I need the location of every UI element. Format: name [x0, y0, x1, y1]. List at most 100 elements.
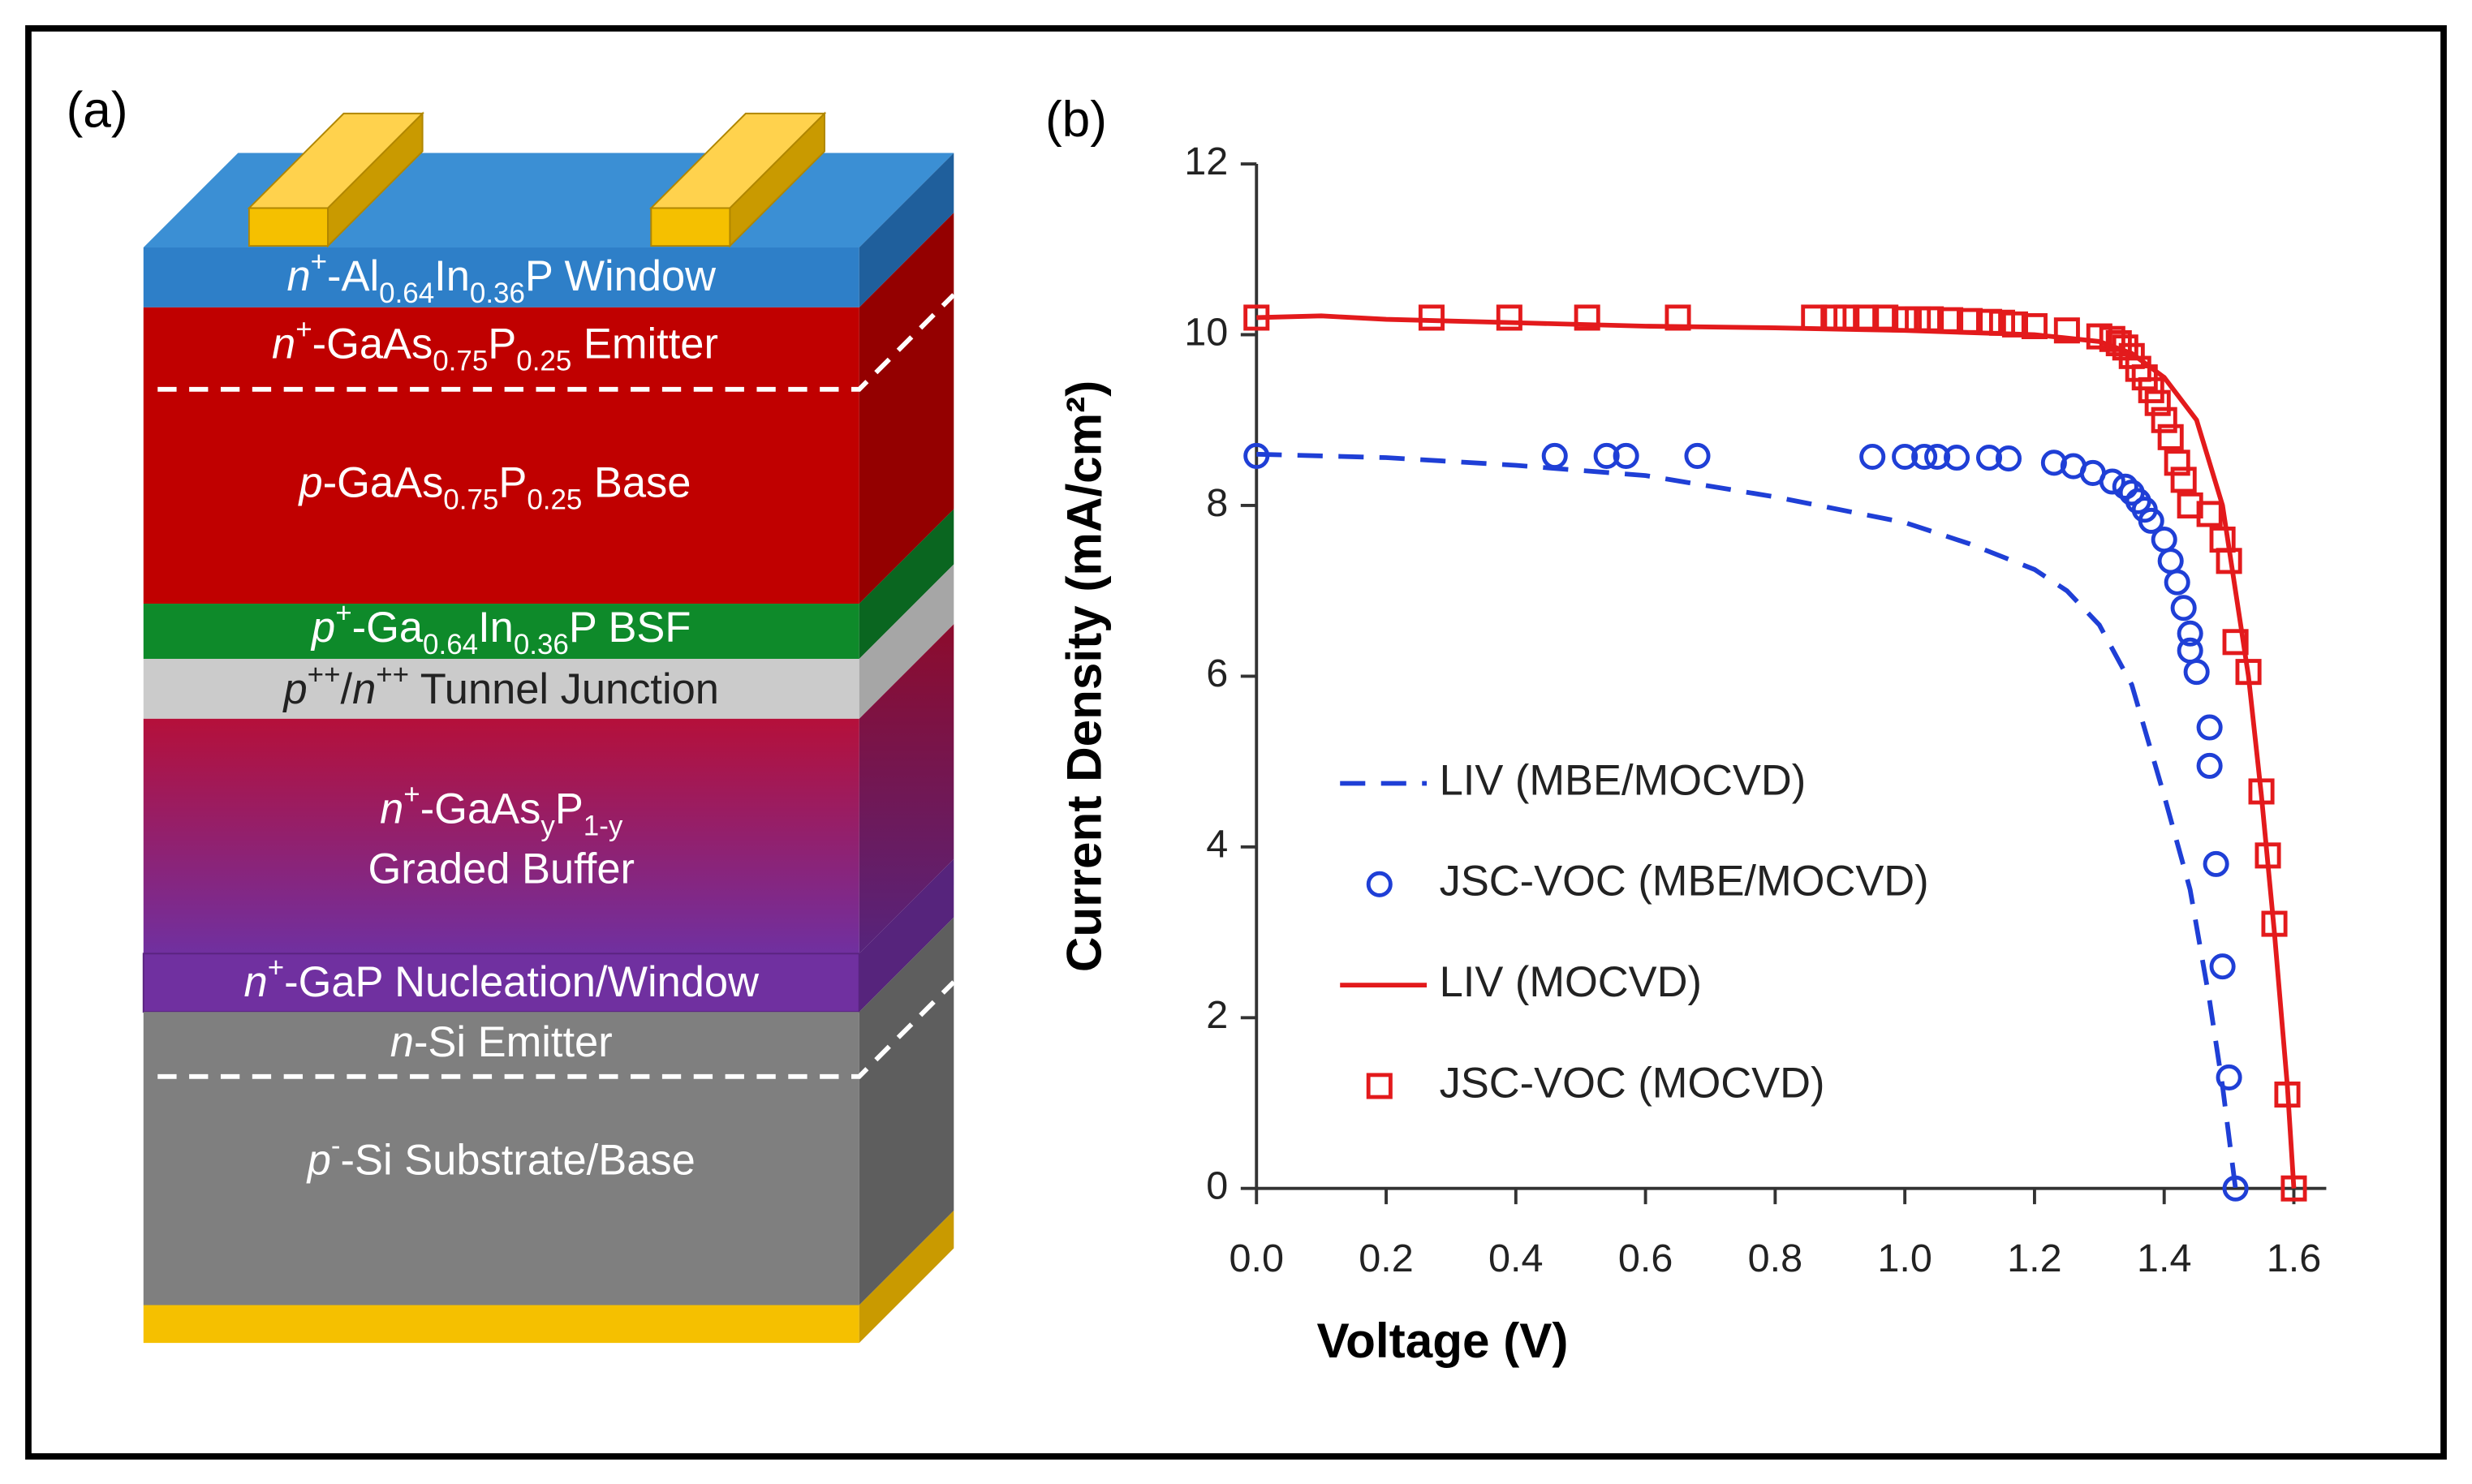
label-part: y: [540, 810, 555, 841]
label-part: /: [341, 666, 353, 713]
x-tick-label: 1.0: [1877, 1237, 1932, 1280]
marker: [1911, 443, 1938, 470]
legend-label: LIV (MBE/MOCVD): [1440, 757, 1807, 804]
label-part: 0.36: [514, 629, 569, 660]
label-part: ++: [308, 659, 341, 690]
label-part: -GaAs: [323, 459, 444, 506]
marker: [1872, 304, 1899, 331]
marker: [2170, 467, 2197, 493]
layer-stack: [142, 111, 956, 1344]
marker: [1243, 304, 1270, 331]
marker: [2112, 473, 2138, 500]
label-part: p: [310, 604, 335, 652]
marker: [2261, 910, 2288, 937]
marker: [1801, 304, 1828, 331]
x-tick-label: 0.2: [1359, 1237, 1414, 1280]
marker: [1853, 304, 1880, 331]
label-part: 0.25: [516, 345, 571, 376]
marker: [2203, 850, 2229, 877]
marker: [1918, 306, 1944, 333]
label-part: -GaAs: [312, 320, 433, 368]
x-tick-label: 0.8: [1748, 1237, 1803, 1280]
label-part: -Si Substrate/Base: [341, 1138, 696, 1185]
layer-label: n+-GaAsyP1-y: [380, 778, 623, 841]
layer-label: p+-Ga0.64In0.36P BSF: [310, 597, 691, 660]
label-part: -GaAs: [420, 785, 541, 832]
label-part: Base: [582, 459, 691, 506]
label-part: 0.25: [527, 484, 582, 515]
label-part: P: [555, 785, 584, 832]
label-part: 0.64: [379, 277, 434, 309]
marker: [2274, 1081, 2301, 1108]
marker: [2053, 317, 2080, 344]
marker: [1957, 308, 1983, 334]
x-tick-label: 1.4: [2137, 1237, 2192, 1280]
y-tick-label: 6: [1206, 652, 1228, 695]
layer-label: n+-GaP Nucleation/Window: [244, 952, 760, 1006]
marker: [1944, 444, 1970, 471]
marker: [2183, 659, 2210, 686]
marker: [2196, 752, 2223, 779]
label-part: 0.75: [443, 484, 498, 515]
marker: [1366, 871, 1393, 897]
marker: [1937, 307, 1964, 333]
marker: [1684, 442, 1711, 469]
marker: [2216, 1064, 2242, 1090]
label-part: Emitter: [571, 320, 718, 368]
marker: [2248, 778, 2275, 805]
marker: [1593, 442, 1620, 469]
legend-label: JSC-VOC (MBE/MOCVD): [1440, 858, 1929, 905]
marker: [1924, 443, 1951, 470]
marker: [2040, 450, 2067, 476]
label-part: Graded Buffer: [368, 845, 635, 893]
label-part: +: [295, 313, 312, 345]
label-part: p: [306, 1138, 331, 1185]
marker: [2196, 714, 2223, 741]
label-part: P BSF: [569, 604, 691, 652]
layer-label: n-Si Emitter: [390, 1019, 613, 1066]
x-tick-label: 0.0: [1230, 1237, 1285, 1280]
marker: [1833, 304, 1860, 331]
y-tick-label: 10: [1184, 310, 1228, 354]
label-part: P Window: [525, 253, 716, 300]
label-part: ++: [376, 659, 409, 690]
y-tick-label: 12: [1184, 140, 1228, 183]
layer-label: n+-GaAs0.75P0.25 Emitter: [272, 313, 718, 376]
legend-label: LIV (MOCVD): [1440, 959, 1702, 1006]
marker: [1613, 442, 1639, 469]
marker: [2138, 507, 2164, 534]
marker: [1892, 443, 1919, 470]
label-part: n: [244, 959, 268, 1006]
x-tick-label: 0.6: [1618, 1237, 1673, 1280]
label-part: +: [268, 952, 284, 983]
label-part: In: [434, 253, 470, 300]
marker: [2280, 1175, 2307, 1202]
marker: [1859, 443, 1886, 470]
panel-label: (b): [1045, 92, 1107, 148]
marker: [2151, 406, 2177, 433]
marker: [2222, 629, 2249, 656]
marker: [2235, 659, 2262, 686]
label-part: P: [498, 459, 527, 506]
x-axis-title: Voltage (V): [1316, 1313, 1568, 1368]
marker: [1366, 1073, 1393, 1099]
layer-label: p-GaAs0.75P0.25 Base: [298, 459, 691, 515]
label-part: p: [282, 666, 308, 713]
marker: [2144, 389, 2171, 416]
label-part: 0.36: [470, 277, 525, 309]
legend-label: JSC-VOC (MOCVD): [1440, 1060, 1825, 1107]
marker: [2001, 311, 2028, 338]
label-part: -Al: [327, 253, 379, 300]
marker: [1418, 304, 1445, 331]
y-tick-label: 8: [1206, 481, 1228, 525]
marker: [2177, 492, 2203, 518]
marker: [1243, 442, 1270, 469]
marker: [2164, 569, 2190, 596]
label-part: P: [488, 320, 516, 368]
label-part: -GaP Nucleation/Window: [284, 959, 759, 1006]
label-part: -Si Emitter: [414, 1019, 613, 1066]
marker: [1541, 442, 1568, 469]
label-part: 1-y: [584, 810, 623, 841]
marker: [1975, 444, 2003, 471]
